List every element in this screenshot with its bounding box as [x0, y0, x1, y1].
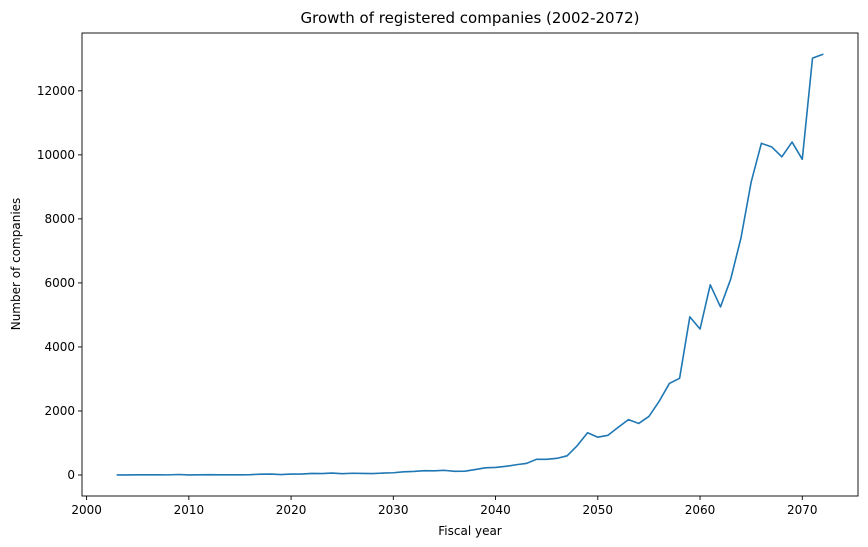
plot-frame — [81, 32, 859, 497]
series-line — [116, 53, 824, 476]
x-axis-ticks: 2000 2010 2020 2030 2040 2050 2060 2070 — [71, 496, 818, 517]
y-axis-ticks: 0 2000 4000 6000 8000 10000 12000 — [37, 84, 82, 482]
y-tick-label: 12000 — [37, 84, 75, 98]
y-tick-label: 6000 — [44, 276, 75, 290]
chart-title: Growth of registered companies (2002-207… — [300, 9, 639, 27]
y-tick-label: 4000 — [44, 340, 75, 354]
x-axis-title: Fiscal year — [438, 524, 502, 538]
y-axis-title: Number of companies — [9, 198, 23, 331]
x-tick-label: 2010 — [174, 503, 205, 517]
x-tick-label: 2070 — [787, 503, 818, 517]
x-tick-label: 2050 — [583, 503, 614, 517]
x-tick-label: 2000 — [71, 503, 102, 517]
y-tick-label: 2000 — [44, 404, 75, 418]
x-tick-label: 2030 — [378, 503, 409, 517]
y-tick-label: 0 — [67, 468, 75, 482]
x-tick-label: 2060 — [685, 503, 716, 517]
y-tick-label: 10000 — [37, 148, 75, 162]
x-tick-label: 2040 — [480, 503, 511, 517]
x-tick-label: 2020 — [276, 503, 307, 517]
y-tick-label: 8000 — [44, 212, 75, 226]
